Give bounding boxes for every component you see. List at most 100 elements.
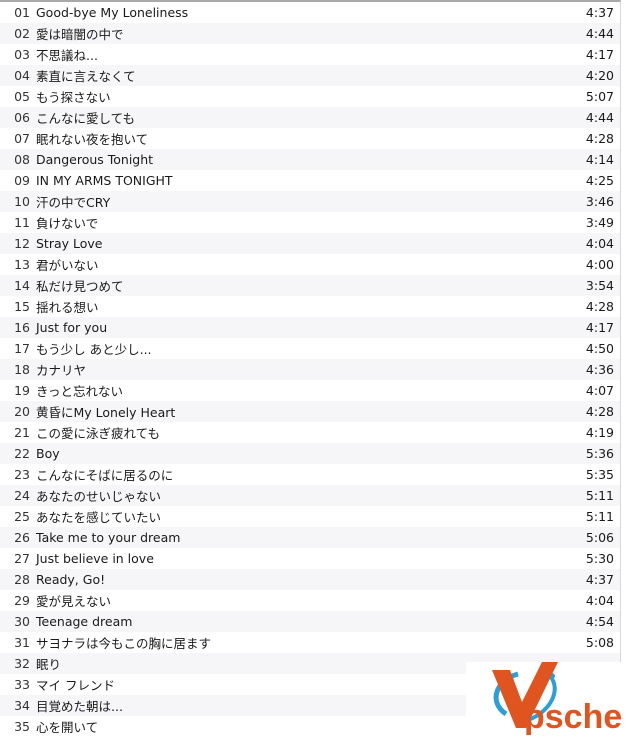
track-number: 19 — [14, 383, 30, 398]
track-title: マイ フレンド — [36, 678, 115, 693]
track-number: 02 — [14, 26, 30, 41]
track-row[interactable]: 25 あなたを感じていたい 5:11 — [0, 506, 620, 527]
track-title: サヨナラは今もこの胸に居ます — [36, 636, 212, 651]
track-number: 13 — [14, 257, 30, 272]
track-number: 26 — [14, 530, 30, 545]
track-title: 黄昏にMy Lonely Heart — [36, 405, 176, 420]
track-duration: 4:04 — [585, 593, 614, 608]
track-title: Just for you — [36, 320, 108, 335]
track-duration: 4:04 — [585, 236, 614, 251]
track-number: 33 — [14, 677, 30, 692]
track-duration: 4:17 — [585, 47, 614, 62]
track-title: Take me to your dream — [36, 530, 181, 545]
track-number: 08 — [14, 152, 30, 167]
track-number: 20 — [14, 404, 30, 419]
track-number: 29 — [14, 593, 30, 608]
track-row[interactable]: 14 私だけ見つめて 3:54 — [0, 275, 620, 296]
track-row[interactable]: 15 揺れる想い 4:28 — [0, 296, 620, 317]
track-row[interactable]: 09 IN MY ARMS TONIGHT 4:25 — [0, 170, 620, 191]
track-row[interactable]: 19 きっと忘れない 4:07 — [0, 380, 620, 401]
track-duration: 3:46 — [585, 194, 614, 209]
track-title: 不思議ね... — [36, 48, 98, 63]
track-title: この愛に泳ぎ疲れても — [36, 426, 161, 441]
track-duration: 4:54 — [585, 614, 614, 629]
track-number: 01 — [14, 5, 30, 20]
track-row[interactable]: 32 眠り — [0, 653, 620, 674]
track-duration: 5:06 — [585, 530, 614, 545]
track-row[interactable]: 24 あなたのせいじゃない 5:11 — [0, 485, 620, 506]
track-number: 06 — [14, 110, 30, 125]
track-row[interactable]: 10 汗の中でCRY 3:46 — [0, 191, 620, 212]
track-title: 私だけ見つめて — [36, 279, 124, 294]
track-number: 05 — [14, 89, 30, 104]
track-duration: 5:30 — [585, 551, 614, 566]
track-duration: 5:35 — [585, 467, 614, 482]
track-number: 34 — [14, 698, 30, 713]
track-number: 10 — [14, 194, 30, 209]
track-row[interactable]: 29 愛が見えない 4:04 — [0, 590, 620, 611]
track-number: 16 — [14, 320, 30, 335]
track-duration: 4:20 — [585, 68, 614, 83]
track-title: カナリヤ — [36, 363, 87, 378]
track-number: 14 — [14, 278, 30, 293]
track-row[interactable]: 11 負けないで 3:49 — [0, 212, 620, 233]
track-duration: 4:14 — [585, 152, 614, 167]
track-title: IN MY ARMS TONIGHT — [36, 173, 173, 188]
track-row[interactable]: 34 目覚めた朝は... — [0, 695, 620, 716]
track-row[interactable]: 21 この愛に泳ぎ疲れても 4:19 — [0, 422, 620, 443]
track-row[interactable]: 16 Just for you 4:17 — [0, 317, 620, 338]
track-row[interactable]: 22 Boy 5:36 — [0, 443, 620, 464]
track-title: 心を開いて — [36, 720, 99, 735]
track-row[interactable]: 06 こんなに愛しても 4:44 — [0, 107, 620, 128]
track-title: Teenage dream — [36, 614, 133, 629]
track-duration: 5:36 — [585, 446, 614, 461]
track-duration: 4:44 — [585, 110, 614, 125]
track-row[interactable]: 33 マイ フレンド — [0, 674, 620, 695]
track-title: 眠り — [36, 657, 62, 672]
track-title: きっと忘れない — [36, 384, 124, 399]
track-number: 09 — [14, 173, 30, 188]
track-duration: 4:00 — [585, 257, 614, 272]
track-row[interactable]: 26 Take me to your dream 5:06 — [0, 527, 620, 548]
track-row[interactable]: 05 もう探さない 5:07 — [0, 86, 620, 107]
track-row[interactable]: 30 Teenage dream 4:54 — [0, 611, 620, 632]
track-number: 21 — [14, 425, 30, 440]
track-row[interactable]: 23 こんなにそばに居るのに 5:35 — [0, 464, 620, 485]
track-title: Just believe in love — [36, 551, 154, 566]
track-duration: 5:07 — [585, 89, 614, 104]
track-row[interactable]: 08 Dangerous Tonight 4:14 — [0, 149, 620, 170]
track-title: 揺れる想い — [36, 300, 99, 315]
track-duration: 4:37 — [585, 572, 614, 587]
track-row[interactable]: 02 愛は暗闇の中で 4:44 — [0, 23, 620, 44]
track-row[interactable]: 03 不思議ね... 4:17 — [0, 44, 620, 65]
track-title: こんなに愛しても — [36, 111, 136, 126]
track-row[interactable]: 17 もう少し あと少し... 4:50 — [0, 338, 620, 359]
track-row[interactable]: 28 Ready, Go! 4:37 — [0, 569, 620, 590]
track-row[interactable]: 18 カナリヤ 4:36 — [0, 359, 620, 380]
track-title: こんなにそばに居るのに — [36, 468, 174, 483]
track-row[interactable]: 13 君がいない 4:00 — [0, 254, 620, 275]
track-row[interactable]: 27 Just believe in love 5:30 — [0, 548, 620, 569]
track-number: 35 — [14, 719, 30, 734]
track-number: 31 — [14, 635, 30, 650]
track-duration: 5:11 — [585, 509, 614, 524]
track-duration: 5:11 — [585, 488, 614, 503]
track-duration: 4:07 — [585, 383, 614, 398]
track-row[interactable]: 07 眠れない夜を抱いて 4:28 — [0, 128, 620, 149]
track-number: 12 — [14, 236, 30, 251]
track-row[interactable]: 12 Stray Love 4:04 — [0, 233, 620, 254]
track-row[interactable]: 04 素直に言えなくて 4:20 — [0, 65, 620, 86]
track-title: 眠れない夜を抱いて — [36, 132, 149, 147]
track-row[interactable]: 31 サヨナラは今もこの胸に居ます 5:08 — [0, 632, 620, 653]
track-number: 24 — [14, 488, 30, 503]
track-title: もう少し あと少し... — [36, 342, 152, 357]
track-number: 27 — [14, 551, 30, 566]
track-row[interactable]: 01 Good-bye My Loneliness 4:37 — [0, 2, 620, 23]
track-row[interactable]: 35 心を開いて — [0, 716, 620, 737]
track-duration: 4:17 — [585, 320, 614, 335]
track-row[interactable]: 20 黄昏にMy Lonely Heart 4:28 — [0, 401, 620, 422]
track-title: 汗の中でCRY — [36, 195, 111, 210]
track-duration: 5:08 — [585, 635, 614, 650]
track-duration: 4:50 — [585, 341, 614, 356]
